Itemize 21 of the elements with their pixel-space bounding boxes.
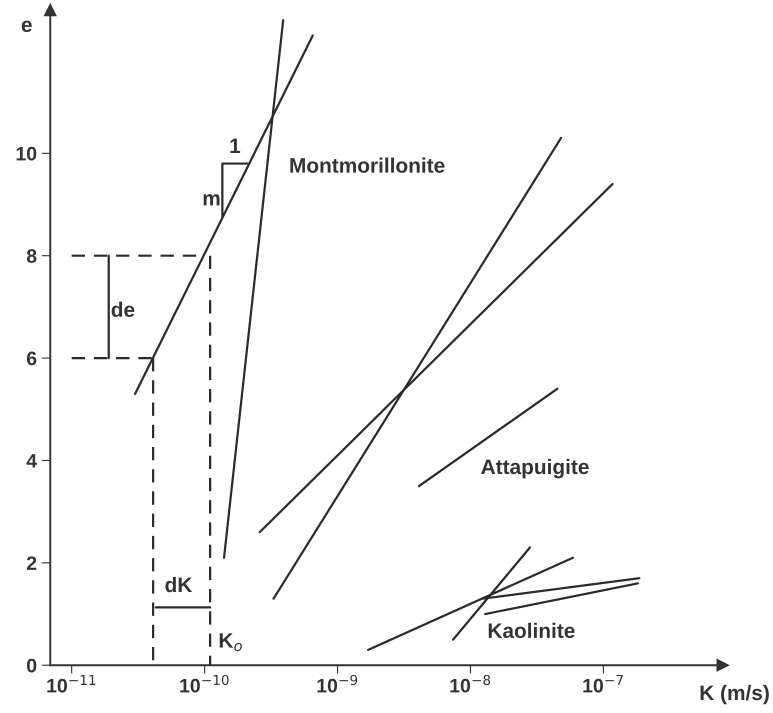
y-tick-label: 4 — [26, 454, 37, 468]
annotation: 1 — [230, 138, 240, 153]
annotation: dK — [165, 576, 192, 592]
annotation: m — [204, 194, 220, 206]
x-tick-label: 10$^{−10}$ — [180, 674, 229, 693]
x-tick-label: 10$^{−9}$ — [317, 674, 358, 693]
annotation: de — [112, 302, 134, 317]
y-tick-label: 6 — [26, 352, 36, 366]
annotation: K$_{o}$ — [220, 633, 242, 652]
y-tick-label: 10 — [16, 146, 36, 161]
y-tick-label: 8 — [26, 249, 36, 263]
annotation: Montmorillonite — [290, 158, 445, 173]
y-axis-title: e — [22, 20, 32, 32]
y-tick-label: 2 — [26, 556, 36, 570]
y-tick-label: 0 — [27, 658, 36, 672]
x-tick-label: 10$^{−11}$ — [47, 675, 96, 693]
annotation: Attapuigite — [481, 458, 589, 478]
annotation: Kaolinite — [488, 622, 575, 638]
x-tick-label: 10$^{−7}$ — [583, 675, 623, 693]
x-axis-title: K (m/s) — [700, 684, 769, 704]
x-tick-label: 10$^{−8}$ — [450, 674, 490, 693]
